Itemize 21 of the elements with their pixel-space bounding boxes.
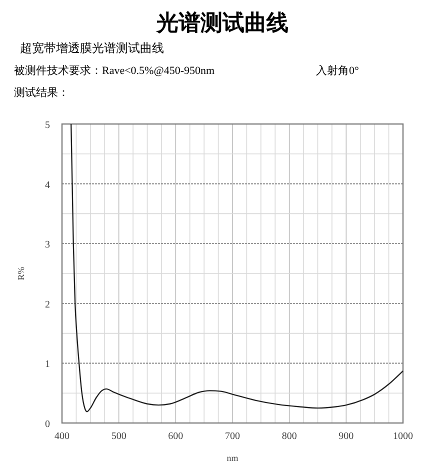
y-tick-label: 4 <box>45 180 50 191</box>
x-tick-label: 600 <box>168 431 184 442</box>
x-tick-label: 1000 <box>393 431 413 442</box>
y-tick-label: 5 <box>45 120 50 131</box>
line-series <box>70 123 404 412</box>
y-tick-label: 1 <box>45 359 50 370</box>
chart-subtitle: 超宽带增透膜光谱测试曲线 <box>20 41 164 55</box>
y-axis-title: R% <box>16 266 26 280</box>
x-tick-label: 800 <box>282 431 297 442</box>
x-tick-label: 900 <box>338 431 354 442</box>
x-tick-label: 700 <box>225 431 240 442</box>
text: 入射角0° <box>316 64 359 77</box>
text: 被测件技术要求：Rave<0.5%@450-950nm <box>14 64 216 77</box>
y-tick-label: 2 <box>45 299 50 310</box>
x-axis-title: nm <box>226 453 238 463</box>
x-tick-label: 500 <box>111 431 126 442</box>
chart-title: 光谱测试曲线 <box>156 10 288 36</box>
x-tick-label: 400 <box>54 431 70 442</box>
text: 测试结果： <box>14 86 69 99</box>
y-tick-label: 0 <box>45 419 50 430</box>
y-tick-label: 3 <box>45 240 50 251</box>
